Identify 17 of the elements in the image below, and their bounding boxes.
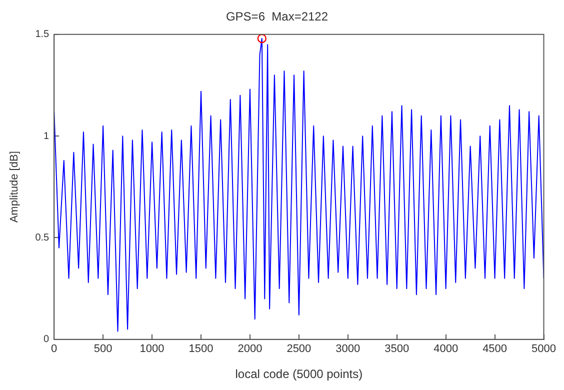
y-tick-label: 1 xyxy=(44,130,50,142)
y-tick-label: 0 xyxy=(44,334,50,346)
chart-title: GPS=6 Max=2122 xyxy=(226,10,328,24)
x-tick-label: 4500 xyxy=(482,343,508,356)
x-tick-label: 4000 xyxy=(434,343,458,356)
x-tick-label: 2500 xyxy=(286,343,312,356)
x-tick-label: 3000 xyxy=(336,343,360,356)
x-tick-label: 5000 xyxy=(532,343,556,356)
y-tick-label: 0.5 xyxy=(35,232,50,244)
x-tick-label: 1000 xyxy=(140,343,164,356)
y-axis-title: Amplitude [dB] xyxy=(8,151,21,223)
x-tick-label: 2000 xyxy=(238,343,262,356)
y-tick-label: 1.5 xyxy=(35,29,50,40)
x-tick-label: 1500 xyxy=(188,343,214,356)
x-tick-label: 500 xyxy=(94,343,112,356)
x-tick-label: 3500 xyxy=(384,343,410,356)
x-axis-title: local code (5000 points) xyxy=(235,367,363,382)
